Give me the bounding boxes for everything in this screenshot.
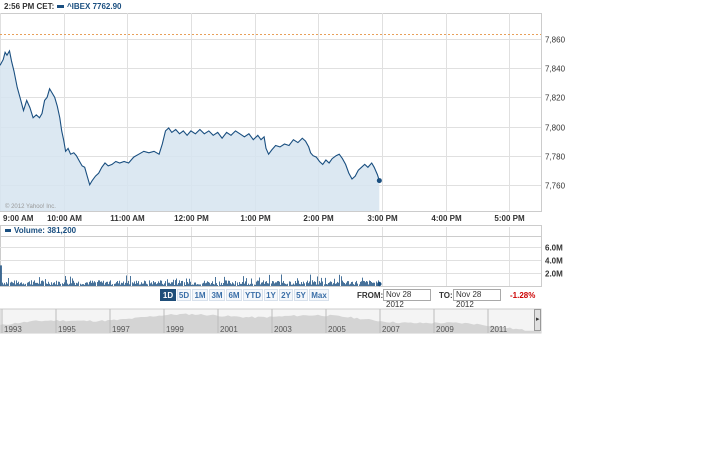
history-navigator[interactable]: 1993 1995 1997 1999 2001 2003 2005 2007 2009 2011 xyxy=(0,308,542,334)
time-tick-label: 9:00 AM xyxy=(3,214,34,223)
price-plot[interactable] xyxy=(0,49,382,212)
time-tick-label: 5:00 PM xyxy=(494,214,525,223)
volume-y-axis: 2.0M 4.0M 6.0M xyxy=(545,244,563,279)
volume-frame xyxy=(0,225,542,287)
navigator-year-label: 2011 xyxy=(490,325,508,334)
price-tick-label: 7,760 xyxy=(545,182,566,191)
to-label: TO: xyxy=(439,291,453,300)
price-line xyxy=(0,49,380,187)
volume-tick-label: 4.0M xyxy=(545,257,563,266)
time-x-axis: 9:00 AM 10:00 AM 11:00 AM 12:00 PM 1:00 PM 2:… xyxy=(3,214,525,223)
range-button-5y[interactable]: 5Y xyxy=(294,289,308,301)
volume-tick-label: 6.0M xyxy=(545,244,563,253)
percent-change: -1.28% xyxy=(510,291,536,300)
range-button-max[interactable]: Max xyxy=(309,289,329,301)
price-tick-label: 7,800 xyxy=(545,124,566,133)
time-tick-label: 4:00 PM xyxy=(431,214,462,223)
scroll-arrow-icon: ▸ xyxy=(536,316,540,323)
volume-legend: Volume: 381,200 xyxy=(5,226,77,235)
volume-grid xyxy=(0,225,542,287)
navigator-year-label: 2003 xyxy=(274,325,292,334)
last-volume-marker xyxy=(377,281,382,287)
range-button-ytd[interactable]: YTD xyxy=(243,289,263,301)
range-button-5d[interactable]: 5D xyxy=(177,289,191,301)
quote-symbol-value: ^IBEX 7762.90 xyxy=(67,2,122,11)
from-label: FROM: xyxy=(357,291,384,300)
navigator-year-label: 2007 xyxy=(382,325,400,334)
price-tick-label: 7,820 xyxy=(545,94,566,103)
copyright-watermark: © 2012 Yahoo! Inc. xyxy=(5,203,56,210)
last-price-marker xyxy=(376,178,382,184)
navigator-year-label: 1995 xyxy=(58,325,76,334)
volume-legend-swatch xyxy=(5,229,11,232)
history-area xyxy=(0,313,540,333)
time-tick-label: 10:00 AM xyxy=(47,214,82,223)
price-area-fill xyxy=(0,50,380,212)
time-tick-label: 2:00 PM xyxy=(303,214,334,223)
volume-tick-label: 2.0M xyxy=(545,270,563,279)
range-button-3m[interactable]: 3M xyxy=(209,289,225,301)
range-button-2y[interactable]: 2Y xyxy=(279,289,293,301)
time-tick-label: 12:00 PM xyxy=(174,214,209,223)
range-button-1m[interactable]: 1M xyxy=(192,289,208,301)
volume-label: Volume: 381,200 xyxy=(14,226,77,235)
from-date-input[interactable]: Nov 28 2012 xyxy=(383,289,431,309)
volume-plot[interactable] xyxy=(0,265,382,287)
range-button-1d[interactable]: 1D xyxy=(160,289,176,301)
time-tick-label: 3:00 PM xyxy=(367,214,398,223)
series-legend-swatch xyxy=(57,5,64,8)
chart-header: 2:56 PM CET: ^IBEX 7762.90 xyxy=(0,0,542,13)
navigator-year-label: 2005 xyxy=(328,325,346,334)
navigator-year-label: 2009 xyxy=(436,325,454,334)
quote-time: 2:56 PM CET: xyxy=(4,2,55,11)
navigator-year-label: 2001 xyxy=(220,325,238,334)
price-tick-label: 7,860 xyxy=(545,36,566,45)
navigator-year-label: 1993 xyxy=(4,325,22,334)
navigator-year-label: 1997 xyxy=(112,325,130,334)
price-tick-label: 7,780 xyxy=(545,153,566,162)
time-tick-label: 11:00 AM xyxy=(110,214,145,223)
price-y-axis: 7,760 7,780 7,800 7,820 7,840 7,860 xyxy=(545,36,566,191)
time-tick-label: 1:00 PM xyxy=(240,214,271,223)
price-tick-label: 7,840 xyxy=(545,65,566,74)
range-button-6m[interactable]: 6M xyxy=(226,289,242,301)
range-button-1y[interactable]: 1Y xyxy=(264,289,278,301)
to-date-input[interactable]: Nov 28 2012 xyxy=(453,289,501,309)
navigator-year-label: 1999 xyxy=(166,325,184,334)
navigator-scroll-handle[interactable]: ▸ xyxy=(534,309,541,331)
